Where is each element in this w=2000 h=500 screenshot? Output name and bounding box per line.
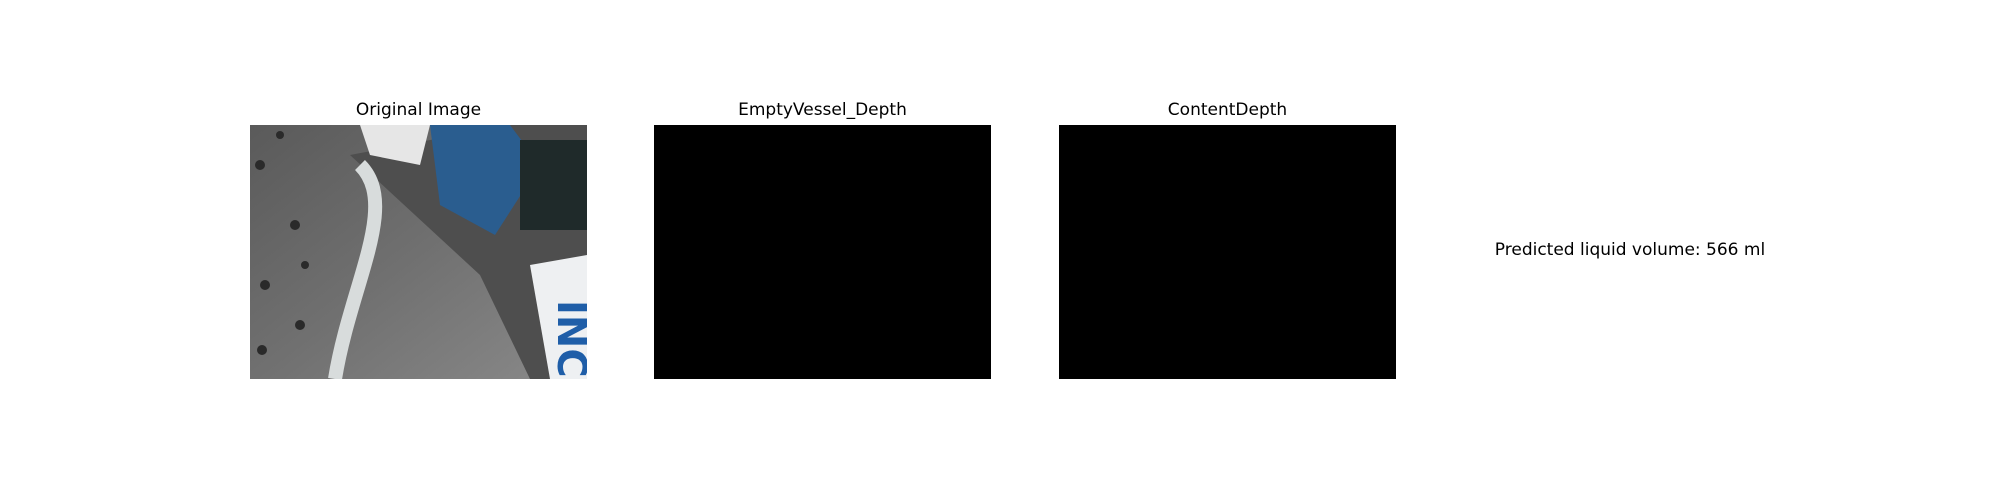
image-text: INC <box>548 300 587 378</box>
panel-title: ContentDepth <box>1167 100 1288 120</box>
panel-title: EmptyVessel_Depth <box>738 100 907 120</box>
depth-image <box>1059 125 1396 379</box>
original-image: INC <box>250 125 587 379</box>
prediction-text: Predicted liquid volume: 566 ml <box>1494 240 1766 260</box>
depth-image <box>654 125 991 379</box>
panel-title: Original Image <box>355 100 482 120</box>
